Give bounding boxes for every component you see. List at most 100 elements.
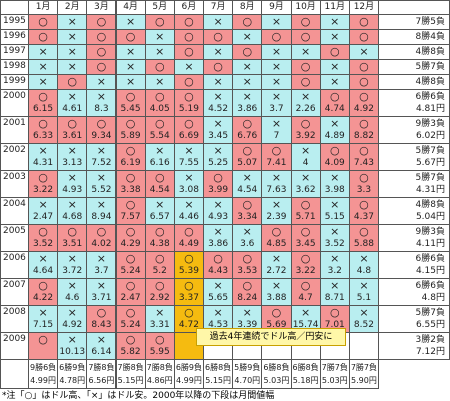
mark: ○ bbox=[67, 75, 78, 88]
month-cell: × bbox=[348, 44, 380, 60]
month-cell: ○ bbox=[348, 29, 380, 45]
mark: ○ bbox=[359, 171, 369, 184]
mark: ○ bbox=[38, 279, 48, 292]
month-cell: × bbox=[232, 29, 263, 45]
range-value: 4.74 bbox=[324, 104, 345, 114]
mark: × bbox=[38, 144, 48, 157]
range-value: 4.43 bbox=[208, 266, 229, 276]
range-value: 4.8 bbox=[356, 266, 372, 276]
month-cell: ○ 5.88 bbox=[348, 224, 380, 252]
mark: × bbox=[96, 90, 107, 103]
mark: × bbox=[67, 60, 77, 73]
total-range: 5.03円 bbox=[263, 376, 290, 385]
month-cell: × 5.65 bbox=[203, 278, 234, 306]
month-cell: × bbox=[115, 59, 146, 75]
range-value: 5.65 bbox=[208, 293, 229, 303]
month-cell: × bbox=[115, 44, 146, 60]
month-cell: ○ bbox=[144, 14, 175, 30]
mark: ○ bbox=[359, 225, 369, 238]
record: 9勝3負 bbox=[415, 227, 445, 237]
range-value: 4.02 bbox=[91, 239, 112, 249]
mark: ○ bbox=[184, 75, 194, 88]
month-cell: × 4.61 bbox=[57, 89, 88, 117]
month-cell: ○ bbox=[348, 74, 380, 90]
range-value: 3.88 bbox=[266, 293, 287, 303]
month-cell: ○ 5.39 bbox=[173, 251, 204, 279]
range-value: 4.46 bbox=[178, 212, 199, 222]
mark: × bbox=[184, 60, 194, 73]
month-cell: ○ 2.92 bbox=[144, 278, 175, 306]
range-value: 3.99 bbox=[208, 185, 229, 195]
range-value: 3.51 bbox=[62, 239, 83, 249]
mark: × bbox=[271, 75, 282, 88]
mark: × bbox=[125, 45, 136, 58]
range-value: 3.34 bbox=[237, 212, 258, 222]
mark: ○ bbox=[38, 333, 48, 346]
mark: ○ bbox=[329, 144, 340, 157]
month-cell: ○ 3.38 bbox=[115, 170, 146, 198]
summary: 9勝3負 4.11円 bbox=[378, 224, 450, 252]
month-cell: × bbox=[57, 44, 88, 60]
month-cell: × 8.94 bbox=[86, 197, 117, 225]
total-range: 4.99円 bbox=[30, 376, 56, 385]
mark: × bbox=[330, 279, 340, 292]
mark: ○ bbox=[125, 30, 136, 43]
month-cell: ○ bbox=[203, 29, 234, 45]
summary-header bbox=[378, 0, 450, 15]
month-cell: ○ bbox=[173, 74, 204, 90]
month-cell: × 8.71 bbox=[319, 278, 350, 306]
mark: × bbox=[67, 144, 77, 157]
mark: ○ bbox=[213, 30, 223, 43]
record: 6勝6負 bbox=[415, 254, 445, 264]
record: 6勝6負 bbox=[415, 281, 445, 291]
month-cell: × 6.16 bbox=[144, 143, 175, 171]
mark: ○ bbox=[125, 117, 136, 130]
month-cell: ○ bbox=[173, 29, 204, 45]
corner bbox=[0, 0, 29, 15]
mark: × bbox=[67, 306, 77, 319]
mark: ○ bbox=[300, 15, 311, 28]
range-value: 4.92 bbox=[353, 104, 374, 114]
month-cell: ○ 4.54 bbox=[144, 170, 175, 198]
total-cell: 6勝8負 5.15円 bbox=[203, 359, 234, 389]
mark: ○ bbox=[242, 198, 253, 211]
mark: ○ bbox=[184, 279, 194, 292]
month-cell: ○ 4.92 bbox=[348, 89, 380, 117]
month-cell: × 3.45 bbox=[203, 116, 234, 144]
year: 2007 bbox=[0, 278, 29, 306]
month-cell: × bbox=[203, 14, 234, 30]
mark: × bbox=[38, 45, 48, 58]
month-header: 12月 bbox=[348, 0, 380, 15]
mark: ○ bbox=[242, 279, 253, 292]
mark: ○ bbox=[329, 90, 340, 103]
record: 3勝2負 bbox=[415, 335, 445, 345]
month-cell: × 3.31 bbox=[144, 305, 175, 333]
mark: × bbox=[300, 144, 311, 157]
mark: × bbox=[155, 75, 165, 88]
month-cell: ○ bbox=[290, 74, 321, 90]
month-cell: ○ bbox=[232, 14, 263, 30]
month-cell: × 4.52 bbox=[203, 89, 234, 117]
month-cell: × bbox=[28, 44, 59, 60]
total-record: 6勝8負 bbox=[205, 363, 232, 372]
mark: × bbox=[271, 45, 282, 58]
month-cell: × 7.52 bbox=[86, 143, 117, 171]
total-cell: 7勝7負 5.90円 bbox=[348, 359, 380, 389]
mark: × bbox=[38, 306, 48, 319]
month-header: 4月 bbox=[115, 0, 146, 15]
range-value: 7.57 bbox=[120, 212, 141, 222]
month-cell: ○ 3.22 bbox=[28, 170, 59, 198]
month-cell: ○ 4.72 bbox=[173, 305, 204, 333]
month-cell: × 5.25 bbox=[203, 143, 234, 171]
range-value: 15.74 bbox=[292, 320, 319, 330]
month-cell: ○ 5.89 bbox=[115, 116, 146, 144]
mark: × bbox=[38, 75, 48, 88]
range-value: 3.86 bbox=[237, 104, 258, 114]
mark: × bbox=[271, 90, 282, 103]
mark: × bbox=[300, 306, 311, 319]
month-cell: ○ 4.38 bbox=[144, 224, 175, 252]
range-value: 4.85 bbox=[266, 239, 287, 249]
range-value: 4.54 bbox=[237, 185, 258, 195]
mark: ○ bbox=[359, 117, 369, 130]
